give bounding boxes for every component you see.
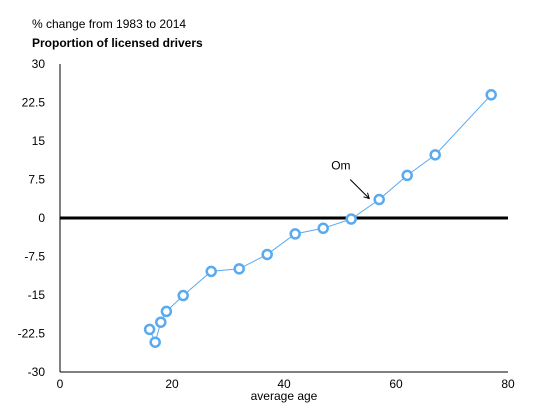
data-point [289,228,301,240]
data-point [149,336,161,348]
data-point [373,193,385,206]
y-tick-label: 7.5 [28,173,45,187]
annotation: Om [331,159,370,200]
data-point [155,316,167,328]
data-point [401,169,413,182]
y-tick-label: -30 [28,365,46,379]
x-tick-label: 80 [501,377,515,391]
x-tick-label: 20 [165,377,179,391]
data-points [143,89,497,348]
data-point [177,289,189,302]
y-tick-label: -22.5 [18,327,46,341]
chart-title: Proportion of licensed drivers [32,36,203,50]
y-tick-label: -7.5 [24,250,45,264]
chart-subtitle: % change from 1983 to 2014 [32,17,186,31]
data-point [429,149,441,161]
y-tick-labels: 30 22.5 15 7.5 0 -7.5 -15 -22.5 -30 [18,57,46,379]
annotation-arrowhead [363,192,370,200]
data-point [160,305,173,318]
y-tick-label: 15 [32,134,46,148]
x-axis-label: average age [251,389,318,403]
annotation-arrow [349,179,370,199]
x-tick-label: 60 [389,377,403,391]
y-tick-label: 30 [32,57,46,71]
y-tick-label: -15 [28,288,46,302]
data-point [317,222,329,235]
y-tick-label: 22.5 [22,96,46,110]
x-tick-labels: 0 20 40 60 80 [57,377,515,391]
x-tick-label: 0 [57,377,64,391]
annotation-label: Om [331,159,350,173]
data-point [233,263,245,275]
data-point [345,213,357,225]
data-point [143,323,156,336]
data-point [205,265,217,278]
y-tick-label: 0 [38,211,45,225]
x-tick-label: 40 [277,377,291,391]
data-point [485,89,497,101]
data-point [261,248,273,261]
